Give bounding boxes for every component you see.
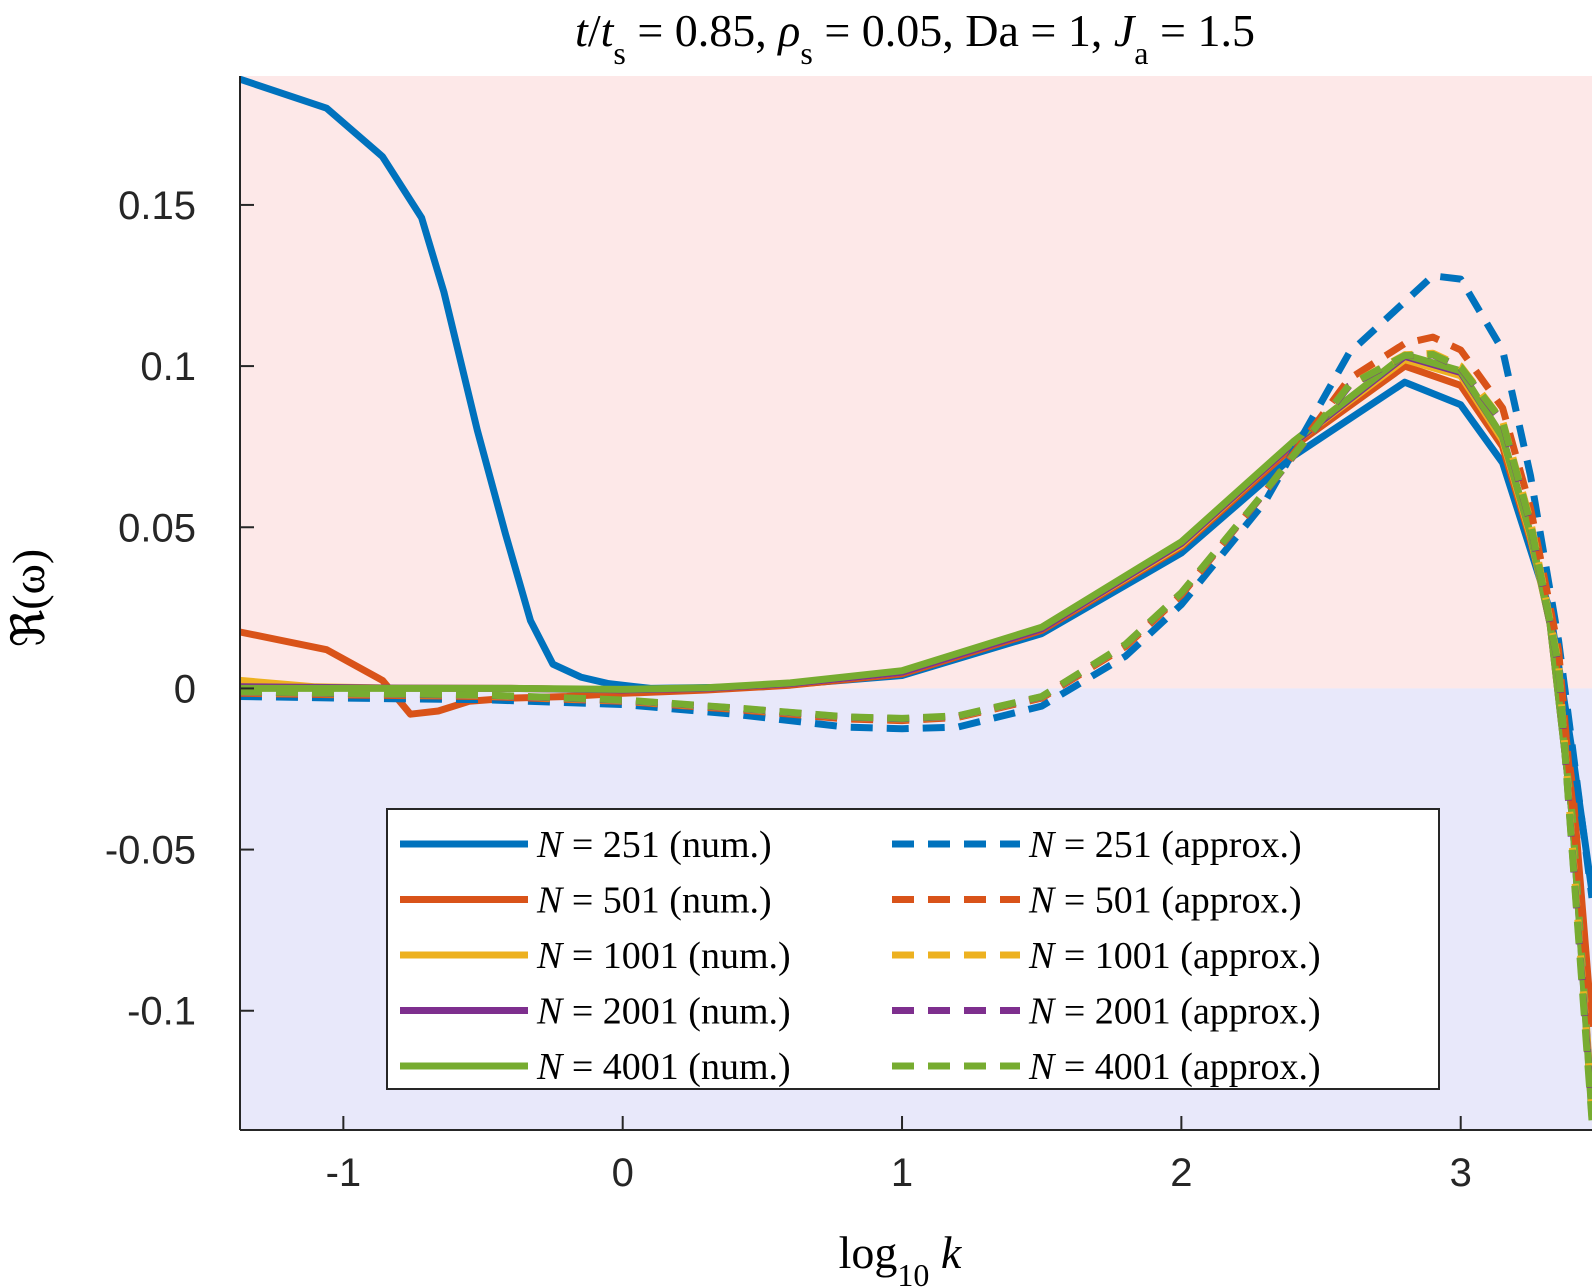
- legend-label: N = 501 (approx.): [1028, 880, 1302, 922]
- x-tick-label: -1: [326, 1151, 362, 1195]
- legend-label: N = 2001 (approx.): [1028, 991, 1321, 1033]
- series-n251-approx: [239, 272, 1592, 899]
- legend-entry: N = 501 (approx.): [892, 880, 1302, 922]
- y-tick-label: -0.05: [105, 829, 196, 873]
- legend-entry: N = 4001 (num.): [400, 1046, 791, 1088]
- legend-label: N = 4001 (num.): [536, 1046, 791, 1088]
- axes: -1 0 1 2 3 -0.1 -0.05 0 0.05 0.1 0.15: [105, 76, 1592, 1195]
- legend-label: N = 1001 (num.): [536, 935, 791, 977]
- legend-label: N = 2001 (num.): [536, 991, 791, 1033]
- y-tick-label: 0.15: [118, 184, 196, 228]
- chart-title: t/ts = 0.85, ρs = 0.05, Da = 1, Ja = 1.5: [575, 5, 1255, 71]
- legend-label: N = 251 (approx.): [1028, 824, 1302, 866]
- legend-entry: N = 1001 (approx.): [892, 935, 1321, 977]
- legend-entry: N = 501 (num.): [400, 880, 772, 922]
- x-axis-label: log10 k: [839, 1227, 963, 1288]
- legend-box: [386, 808, 1440, 1090]
- legend-label: N = 251 (num.): [536, 824, 772, 866]
- legend-entry: N = 4001 (approx.): [892, 1046, 1321, 1088]
- y-tick-label: -0.1: [127, 990, 196, 1034]
- legend-entry: N = 1001 (num.): [400, 935, 791, 977]
- y-axis-label: ℜ(ω): [3, 549, 54, 647]
- y-tick-label: 0.1: [140, 345, 196, 389]
- legend-label: N = 501 (num.): [536, 880, 772, 922]
- x-tick-label: 1: [891, 1151, 913, 1195]
- legend-label: N = 4001 (approx.): [1028, 1046, 1321, 1088]
- legend-label: N = 1001 (approx.): [1028, 935, 1321, 977]
- legend-entry: N = 251 (num.): [400, 824, 772, 866]
- legend: N = 251 (num.) N = 251 (approx.) N = 501 (…: [386, 808, 1440, 1090]
- legend-entry: N = 2001 (num.): [400, 991, 791, 1033]
- y-tick-label: 0.05: [118, 506, 196, 550]
- x-tick-label: 0: [612, 1151, 634, 1195]
- legend-entry: N = 2001 (approx.): [892, 991, 1321, 1033]
- y-tick-label: 0: [174, 667, 196, 711]
- series-layer: [238, 75, 1592, 1121]
- x-tick-label: 2: [1170, 1151, 1192, 1195]
- x-tick-label: 3: [1450, 1151, 1472, 1195]
- legend-entry: N = 251 (approx.): [892, 824, 1302, 866]
- series-n4001-approx: [239, 351, 1592, 1121]
- region-unstable: [240, 76, 1592, 689]
